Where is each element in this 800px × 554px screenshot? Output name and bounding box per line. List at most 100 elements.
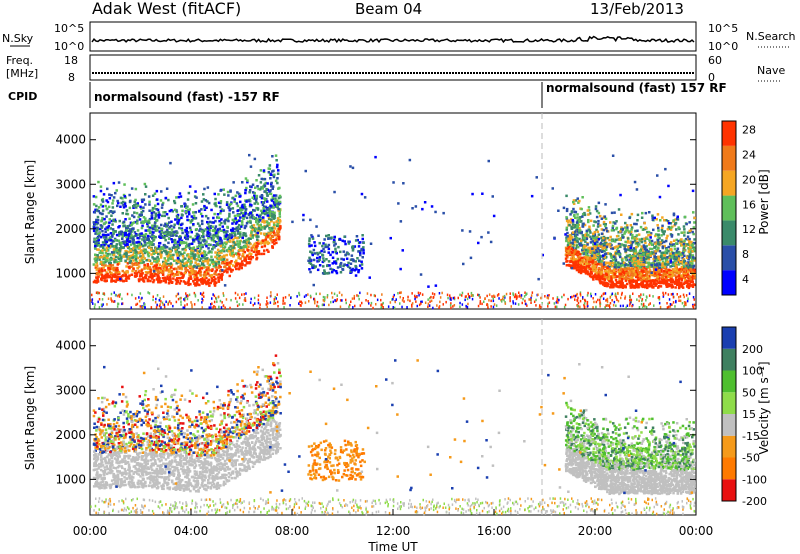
data-cell (350, 268, 353, 272)
data-cell (327, 247, 331, 251)
data-cell (618, 280, 621, 283)
data-cell (229, 306, 231, 310)
data-cell (430, 299, 433, 303)
data-cell (190, 242, 194, 245)
data-cell (253, 248, 257, 251)
data-cell (234, 297, 237, 300)
data-cell (225, 241, 228, 244)
data-cell (632, 292, 634, 295)
data-cell (147, 291, 149, 294)
data-cell (629, 286, 633, 289)
data-cell (210, 255, 213, 258)
data-cell (233, 227, 237, 231)
data-cell (688, 243, 691, 246)
data-cell (136, 222, 139, 225)
data-cell (222, 294, 225, 297)
data-cell (659, 219, 662, 222)
data-cell (219, 273, 223, 277)
data-cell (267, 302, 269, 305)
data-cell (113, 251, 116, 254)
data-cell (229, 267, 232, 271)
data-cell (171, 273, 175, 276)
data-cell (607, 304, 609, 307)
data-cell (144, 249, 148, 253)
data-cell (95, 271, 99, 275)
data-cell (661, 265, 664, 269)
data-cell (155, 263, 158, 266)
data-cell (514, 302, 517, 305)
data-cell (660, 229, 664, 232)
data-cell (212, 306, 214, 309)
data-cell (691, 280, 694, 284)
data-cell (144, 303, 146, 306)
data-cell (260, 245, 264, 249)
data-cell (270, 294, 272, 297)
data-cell (335, 270, 338, 273)
data-cell (93, 238, 97, 241)
data-cell (103, 243, 106, 247)
data-cell (599, 254, 602, 258)
data-cell (111, 206, 115, 209)
data-cell (101, 212, 104, 216)
data-cell (119, 196, 123, 200)
data-cell (299, 304, 302, 307)
data-cell (92, 203, 96, 206)
data-cell (241, 208, 244, 212)
data-cell (528, 298, 530, 301)
data-cell (247, 245, 250, 248)
data-cell (620, 293, 623, 296)
data-cell (96, 276, 99, 279)
data-cell (348, 266, 352, 270)
data-cell (639, 260, 642, 263)
data-cell (266, 220, 269, 224)
data-cell (218, 219, 221, 223)
data-cell (167, 250, 171, 254)
data-cell (254, 253, 258, 256)
data-cell (600, 217, 604, 220)
data-cell (251, 228, 254, 232)
data-cell (608, 267, 611, 271)
data-cell (372, 306, 374, 310)
data-cell (609, 295, 612, 299)
data-cell (214, 277, 217, 281)
data-cell (127, 250, 131, 254)
data-cell (251, 256, 254, 259)
data-cell (124, 259, 127, 263)
data-cell (167, 264, 171, 267)
data-cell (657, 235, 660, 238)
data-cell (127, 246, 130, 250)
data-cell (266, 305, 268, 308)
data-cell (596, 230, 600, 233)
data-cell (606, 300, 609, 303)
data-cell (605, 284, 609, 288)
data-cell (309, 262, 313, 265)
data-cell (177, 246, 180, 250)
data-cell (181, 260, 184, 264)
data-cell (166, 268, 169, 272)
data-cell (670, 235, 674, 238)
data-cell (173, 241, 177, 244)
data-cell (194, 295, 197, 298)
data-cell (164, 262, 167, 266)
data-cell (142, 235, 145, 239)
data-cell (657, 262, 660, 265)
data-cell (430, 295, 432, 299)
data-cell (345, 257, 349, 260)
data-cell (220, 258, 223, 261)
data-cell (538, 306, 541, 309)
data-cell (323, 299, 326, 303)
data-cell (244, 211, 247, 215)
data-cell (103, 217, 106, 221)
data-cell (123, 195, 127, 198)
data-cell (238, 303, 241, 306)
data-cell (492, 297, 494, 300)
data-cell (119, 254, 122, 257)
data-cell (660, 226, 664, 230)
data-cell (244, 210, 247, 213)
data-cell (194, 202, 198, 205)
data-cell (147, 254, 150, 258)
data-cell (359, 253, 362, 257)
data-cell (685, 222, 688, 226)
data-cell (312, 248, 316, 252)
data-cell (167, 237, 171, 240)
